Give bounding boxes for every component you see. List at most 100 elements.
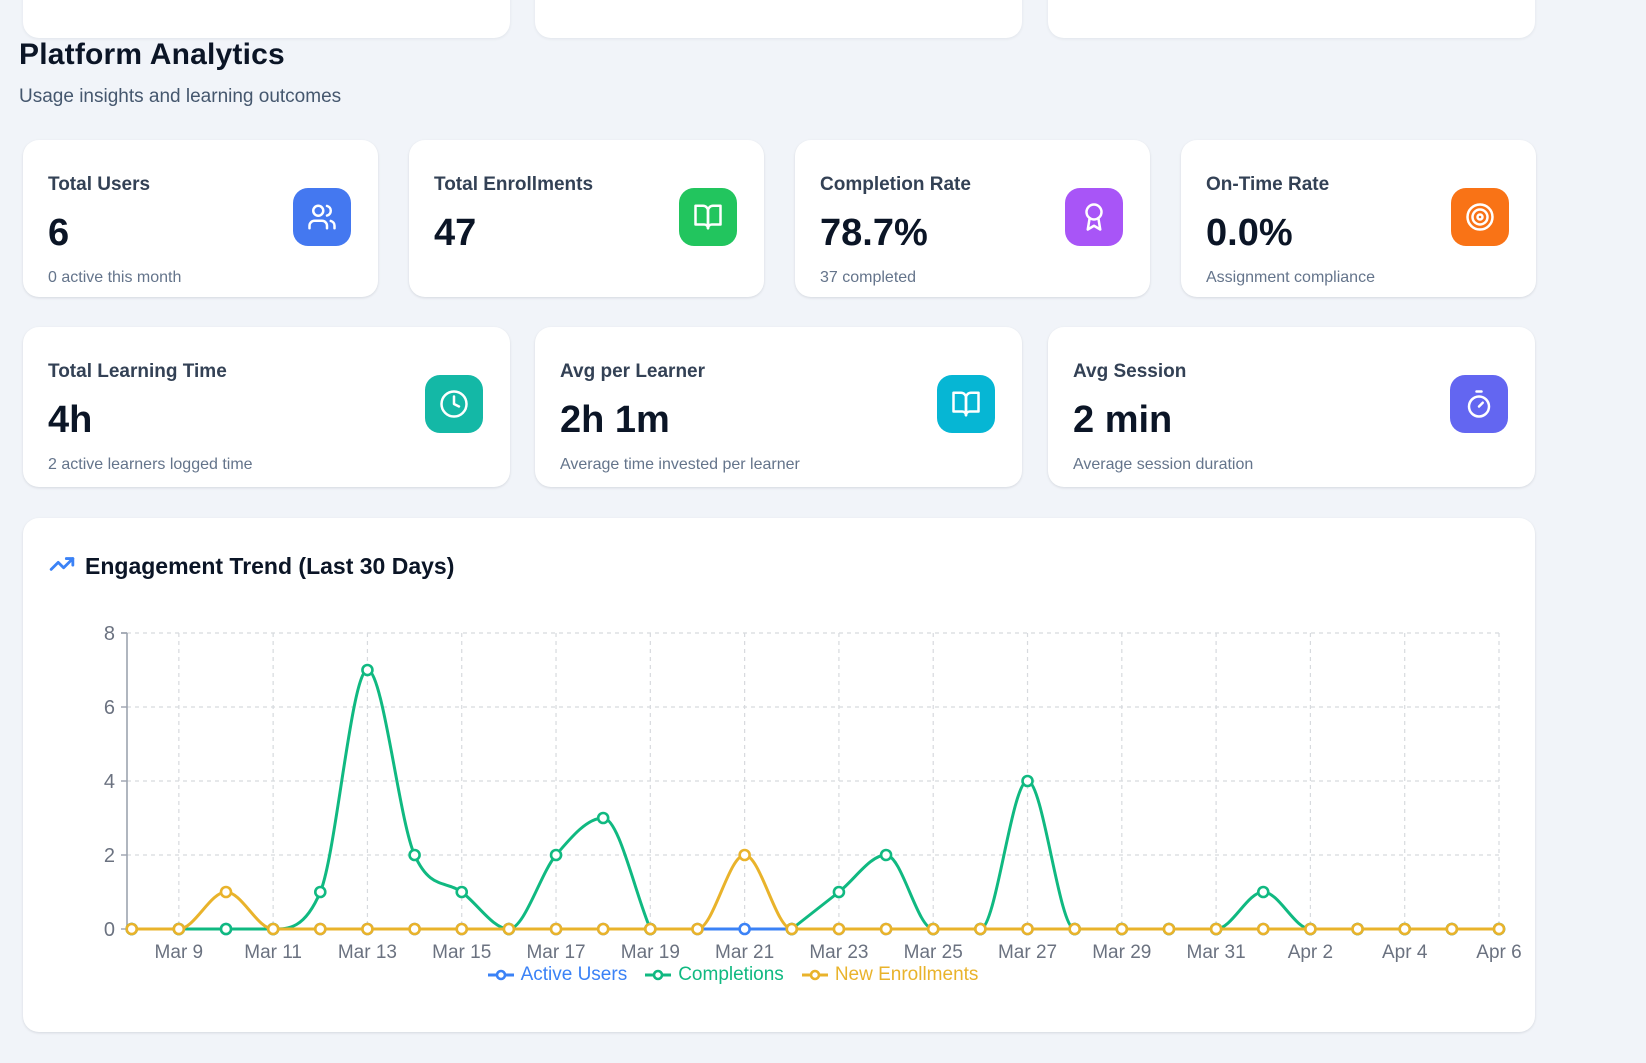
stat-label: Completion Rate xyxy=(820,174,971,195)
x-tick-label: Mar 29 xyxy=(1092,942,1151,963)
stat-card-on-time-rate: On-Time Rate 0.0% Assignment compliance xyxy=(1181,140,1536,297)
chart-marker-new-enrollments xyxy=(1021,922,1034,936)
stat-value: 0.0% xyxy=(1206,212,1293,254)
stat-value: 6 xyxy=(48,212,70,254)
y-tick-label: 4 xyxy=(104,771,115,793)
stat-card-total-enrollments: Total Enrollments 47 xyxy=(409,140,764,297)
top-partial-card xyxy=(1048,0,1535,38)
chart-marker-new-enrollments xyxy=(832,922,846,936)
chart-marker-new-enrollments xyxy=(172,922,186,936)
chart-marker-new-enrollments xyxy=(313,922,327,936)
legend-marker-active-users xyxy=(487,969,514,981)
stat-card-avg-per-learner: Avg per Learner 2h 1m Average time inves… xyxy=(535,327,1022,487)
chart-marker-new-enrollments xyxy=(879,922,893,936)
chart-marker-new-enrollments xyxy=(1492,922,1506,936)
legend-item-completions[interactable]: Completions xyxy=(645,964,784,986)
stat-card-total-users: Total Users 6 0 active this month xyxy=(23,140,378,297)
legend-marker-new-enrollments xyxy=(801,969,828,981)
stat-value: 78.7% xyxy=(820,212,928,254)
chart-marker-completions xyxy=(596,811,610,825)
y-tick-label: 8 xyxy=(104,623,115,645)
x-tick-label: Mar 31 xyxy=(1187,942,1246,963)
chart-marker-completions xyxy=(408,848,421,862)
stat-card-avg-session: Avg Session 2 min Average session durati… xyxy=(1048,327,1535,487)
engagement-trend-card: Engagement Trend (Last 30 Days) 0 2 4 6 8 Mar… xyxy=(23,518,1535,1032)
chart-marker-new-enrollments xyxy=(1068,922,1081,936)
stat-value: 2h 1m xyxy=(560,399,670,441)
chart-marker-new-enrollments xyxy=(596,922,610,936)
chart-marker-completions xyxy=(1256,885,1270,899)
x-tick-label: Apr 4 xyxy=(1382,942,1428,963)
stat-icon-tile xyxy=(293,188,351,246)
stat-card-body: Completion Rate 78.7% 37 completed xyxy=(820,174,1050,287)
x-tick-label: Mar 23 xyxy=(809,942,868,963)
chart-marker-completions xyxy=(879,848,893,862)
top-partial-card xyxy=(535,0,1022,38)
chart-marker-active-users xyxy=(738,922,751,936)
legend-item-new-enrollments[interactable]: New Enrollments xyxy=(801,964,978,986)
users-icon xyxy=(308,204,336,230)
stat-subtext: Average time invested per learner xyxy=(560,456,800,473)
chart-marker-new-enrollments xyxy=(125,922,138,936)
stat-label: Avg per Learner xyxy=(560,361,706,382)
stat-label: Total Enrollments xyxy=(434,174,594,195)
chart-marker-new-enrollments xyxy=(1162,922,1176,936)
stat-subtext: 0 active this month xyxy=(48,269,182,286)
engagement-trend-chart[interactable]: 0 2 4 6 8 Mar 9 Mar 11 Mar 13 Mar 15 Mar 17 Mar 19… xyxy=(23,518,1535,1032)
chart-marker-new-enrollments xyxy=(408,922,421,936)
stat-icon-tile xyxy=(937,375,995,433)
x-tick-label: Mar 19 xyxy=(621,942,680,963)
stat-icon-tile xyxy=(679,188,737,246)
stat-value: 47 xyxy=(434,212,477,254)
stat-icon-tile xyxy=(1451,188,1509,246)
stat-subtext: Assignment compliance xyxy=(1206,269,1375,286)
legend-item-active-users[interactable]: Active Users xyxy=(487,964,628,986)
trending-up-icon xyxy=(49,551,75,582)
award-icon xyxy=(1085,203,1103,231)
legend-label-completions: Completions xyxy=(678,964,784,985)
chart-legend: Active Users Completions New Enrollments xyxy=(0,964,1489,986)
chart-marker-new-enrollments xyxy=(361,922,374,936)
stat-value: 4h xyxy=(48,399,93,441)
stat-icon-tile xyxy=(425,375,483,433)
stat-card-body: Total Enrollments 47 xyxy=(434,174,664,269)
chart-marker-completions xyxy=(313,885,327,899)
chart-marker-new-enrollments xyxy=(1398,922,1412,936)
legend-label-active-users: Active Users xyxy=(520,964,628,985)
chart-marker-new-enrollments xyxy=(1304,922,1317,936)
chart-marker-new-enrollments xyxy=(974,922,987,936)
clock-icon xyxy=(440,390,468,418)
chart-marker-completions xyxy=(549,848,563,862)
x-tick-label: Mar 27 xyxy=(998,942,1057,963)
page-subtitle: Usage insights and learning outcomes xyxy=(19,86,342,107)
chart-marker-completions xyxy=(455,885,469,899)
chart-marker-completions xyxy=(1021,774,1034,788)
trending-up-icon xyxy=(49,557,75,571)
stat-label: Total Learning Time xyxy=(48,361,227,382)
chart-marker-new-enrollments xyxy=(549,922,563,936)
x-tick-label: Mar 9 xyxy=(155,942,204,963)
x-tick-label: Mar 11 xyxy=(244,942,302,963)
chart-marker-new-enrollments xyxy=(1209,922,1223,936)
timer-icon xyxy=(1467,390,1491,418)
chart-marker-completions xyxy=(219,922,233,936)
stat-card-total-learning-time: Total Learning Time 4h 2 active learners… xyxy=(23,327,510,487)
stat-icon-tile xyxy=(1065,188,1123,246)
stat-card-body: Total Users 6 0 active this month xyxy=(48,174,278,287)
stat-label: Total Users xyxy=(48,174,151,195)
chart-marker-new-enrollments xyxy=(926,922,940,936)
target-icon xyxy=(1466,203,1494,231)
x-tick-label: Mar 15 xyxy=(432,942,491,963)
book-open-icon xyxy=(952,391,980,417)
stat-label: Avg Session xyxy=(1073,361,1187,382)
series-line-completions xyxy=(130,668,652,931)
stat-card-body: Avg Session 2 min Average session durati… xyxy=(1073,361,1435,474)
x-tick-label: Mar 17 xyxy=(526,942,585,963)
chart-marker-new-enrollments xyxy=(644,922,657,936)
chart-marker-new-enrollments xyxy=(266,922,280,936)
chart-marker-new-enrollments xyxy=(1351,922,1364,936)
stat-value: 2 min xyxy=(1073,399,1173,441)
y-tick-label: 2 xyxy=(104,845,115,867)
stat-card-completion-rate: Completion Rate 78.7% 37 completed xyxy=(795,140,1150,297)
